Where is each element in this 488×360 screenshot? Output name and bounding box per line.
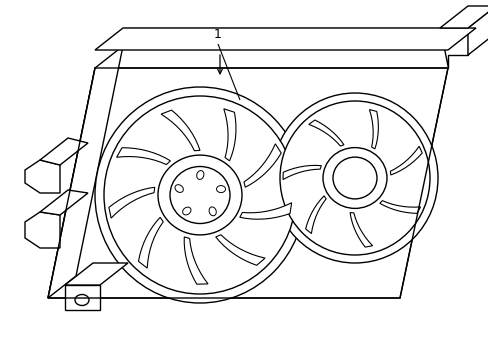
Polygon shape	[48, 68, 447, 298]
Polygon shape	[308, 120, 343, 146]
Ellipse shape	[196, 171, 203, 179]
Ellipse shape	[158, 155, 242, 235]
Ellipse shape	[175, 185, 183, 193]
Ellipse shape	[104, 96, 295, 294]
Ellipse shape	[170, 166, 229, 224]
Polygon shape	[467, 6, 488, 55]
Ellipse shape	[323, 148, 386, 208]
Polygon shape	[161, 110, 200, 151]
Ellipse shape	[280, 101, 429, 255]
Ellipse shape	[75, 294, 89, 306]
Polygon shape	[116, 148, 170, 165]
Polygon shape	[215, 235, 264, 265]
Polygon shape	[65, 263, 128, 285]
Ellipse shape	[182, 207, 191, 215]
Polygon shape	[40, 190, 88, 215]
Polygon shape	[25, 160, 60, 193]
Polygon shape	[349, 213, 372, 247]
Polygon shape	[283, 165, 321, 180]
Polygon shape	[109, 187, 154, 218]
Ellipse shape	[95, 87, 305, 303]
Polygon shape	[123, 28, 475, 46]
Polygon shape	[244, 144, 281, 187]
Polygon shape	[65, 285, 100, 310]
Polygon shape	[95, 28, 475, 50]
Polygon shape	[305, 196, 325, 234]
Polygon shape	[369, 109, 378, 149]
Ellipse shape	[209, 207, 216, 216]
Polygon shape	[138, 217, 163, 268]
Polygon shape	[48, 46, 123, 298]
Polygon shape	[389, 146, 421, 175]
Polygon shape	[25, 212, 60, 248]
Polygon shape	[184, 237, 207, 284]
Polygon shape	[379, 201, 420, 213]
Ellipse shape	[216, 186, 225, 193]
Ellipse shape	[271, 93, 437, 263]
Ellipse shape	[332, 157, 376, 199]
Text: 1: 1	[214, 27, 222, 40]
Polygon shape	[439, 6, 488, 28]
Polygon shape	[239, 203, 291, 219]
Polygon shape	[40, 138, 88, 165]
Polygon shape	[224, 109, 236, 161]
Polygon shape	[439, 28, 467, 68]
